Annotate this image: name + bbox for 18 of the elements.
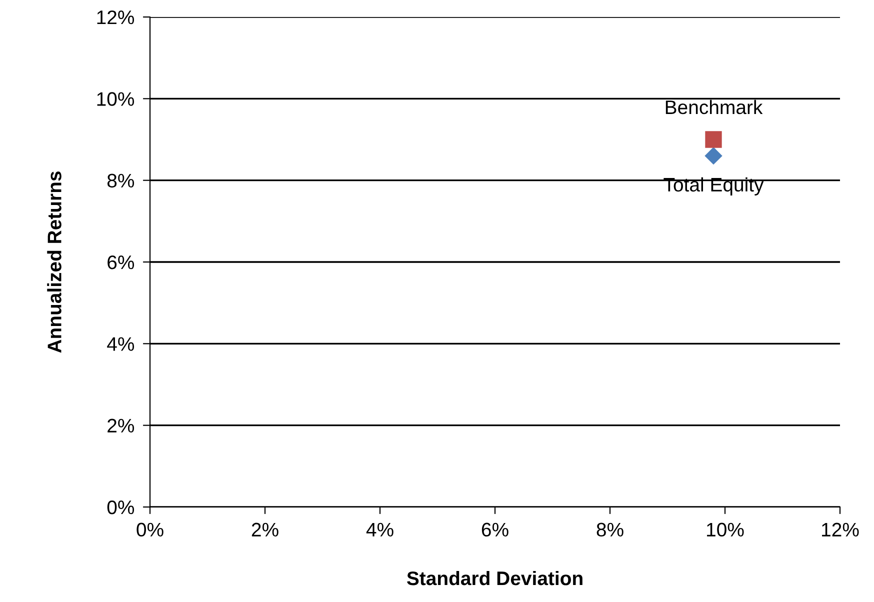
x-axis-title: Standard Deviation bbox=[406, 570, 582, 586]
x-tick-label: 12% bbox=[822, 522, 859, 536]
y-tick-label: 0% bbox=[107, 500, 134, 514]
x-tick-label: 8% bbox=[596, 522, 624, 537]
x-tick-label: 6% bbox=[482, 522, 508, 537]
series-label: Benchmark bbox=[666, 100, 763, 114]
x-tick-label: 10% bbox=[707, 522, 744, 537]
x-tick-label: 4% bbox=[366, 522, 394, 536]
y-tick-label: 6% bbox=[108, 255, 134, 270]
y-tick-label: 2% bbox=[108, 418, 134, 432]
x-tick-label: 2% bbox=[252, 522, 278, 536]
y-tick-label: 8% bbox=[107, 174, 134, 188]
y-tick-label: 4% bbox=[107, 337, 134, 351]
y-axis-title: Annualized Returns bbox=[47, 172, 62, 353]
y-tick-label: 12% bbox=[97, 10, 134, 24]
x-tick-label: 0% bbox=[136, 522, 164, 537]
series-label: Total Equity bbox=[664, 177, 764, 196]
y-tick-label: 10% bbox=[97, 92, 134, 106]
